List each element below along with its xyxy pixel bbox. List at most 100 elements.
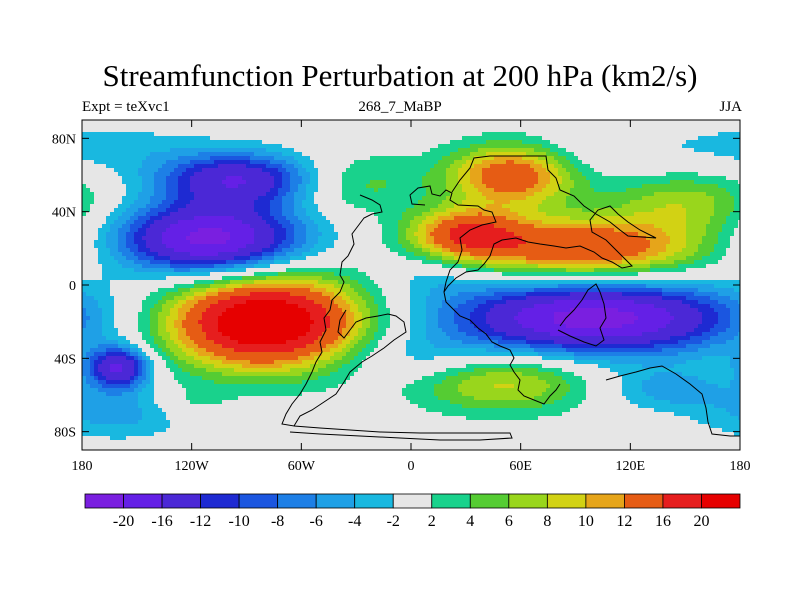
field-cell <box>342 176 347 181</box>
field-cell <box>514 156 519 161</box>
field-cell <box>518 220 523 225</box>
field-cell <box>418 140 423 145</box>
field-cell <box>182 184 187 189</box>
field-cell <box>174 160 179 165</box>
field-cell <box>542 216 547 221</box>
field-cell <box>370 216 375 221</box>
field-cell <box>318 192 323 197</box>
field-cell <box>358 232 363 237</box>
field-cell <box>358 224 363 229</box>
field-cell <box>522 132 527 137</box>
field-cell <box>302 164 307 169</box>
field-cell <box>186 204 191 209</box>
field-cell <box>646 204 651 209</box>
field-cell <box>82 128 87 133</box>
field-cell <box>178 172 183 177</box>
field-cell <box>202 144 207 149</box>
field-cell <box>322 228 327 233</box>
field-cell <box>174 120 179 125</box>
field-cell <box>666 172 671 177</box>
field-cell <box>698 200 703 205</box>
field-cell <box>182 232 187 237</box>
field-cell <box>222 204 227 209</box>
field-cell <box>122 208 127 213</box>
field-cell <box>498 208 503 213</box>
field-cell <box>570 232 575 237</box>
field-cell <box>614 220 619 225</box>
field-cell <box>718 212 723 217</box>
field-cell <box>518 188 523 193</box>
field-cell <box>494 144 499 149</box>
field-cell <box>678 156 683 161</box>
field-cell <box>370 232 375 237</box>
field-cell <box>222 140 227 145</box>
field-cell <box>410 236 415 241</box>
field-cell <box>650 152 655 157</box>
field-cell <box>178 224 183 229</box>
field-cell <box>546 144 551 149</box>
field-cell <box>202 168 207 173</box>
field-cell <box>594 204 599 209</box>
field-cell <box>646 164 651 169</box>
field-cell <box>622 164 627 169</box>
field-cell <box>406 124 411 129</box>
field-cell <box>342 136 347 141</box>
field-cell <box>174 168 179 173</box>
field-cell <box>394 196 399 201</box>
field-cell <box>422 156 427 161</box>
field-cell <box>526 216 531 221</box>
field-cell <box>358 144 363 149</box>
field-cell <box>646 176 651 181</box>
field-cell <box>734 148 739 153</box>
field-cell <box>730 176 735 181</box>
field-cell <box>530 124 535 129</box>
field-cell <box>590 172 595 177</box>
field-cell <box>530 140 535 145</box>
field-cell <box>346 208 351 213</box>
field-cell <box>390 144 395 149</box>
field-cell <box>566 220 571 225</box>
field-cell <box>262 184 267 189</box>
field-cell <box>206 140 211 145</box>
field-cell <box>190 208 195 213</box>
field-cell <box>126 196 131 201</box>
field-cell <box>114 168 119 173</box>
field-cell <box>374 204 379 209</box>
field-cell <box>414 140 419 145</box>
field-cell <box>414 224 419 229</box>
field-cell <box>350 148 355 153</box>
field-cell <box>218 176 223 181</box>
field-cell <box>630 128 635 133</box>
field-cell <box>190 156 195 161</box>
field-cell <box>706 176 711 181</box>
field-cell <box>398 196 403 201</box>
field-cell <box>166 168 171 173</box>
field-cell <box>430 176 435 181</box>
field-cell <box>214 148 219 153</box>
field-cell <box>486 200 491 205</box>
field-cell <box>450 216 455 221</box>
field-cell <box>674 208 679 213</box>
field-cell <box>674 160 679 165</box>
field-cell <box>582 144 587 149</box>
field-cell <box>206 128 211 133</box>
field-cell <box>126 144 131 149</box>
field-cell <box>302 120 307 125</box>
field-cell <box>90 164 95 169</box>
field-cell <box>526 196 531 201</box>
field-cell <box>530 236 535 241</box>
field-cell <box>190 228 195 233</box>
field-cell <box>466 176 471 181</box>
field-cell <box>94 224 99 229</box>
field-cell <box>286 184 291 189</box>
field-cell <box>266 140 271 145</box>
field-cell <box>158 216 163 221</box>
field-cell <box>458 204 463 209</box>
field-cell <box>698 160 703 165</box>
field-cell <box>310 120 315 125</box>
field-cell <box>350 200 355 205</box>
field-cell <box>682 144 687 149</box>
field-cell <box>522 236 527 241</box>
field-cell <box>422 148 427 153</box>
field-cell <box>170 148 175 153</box>
